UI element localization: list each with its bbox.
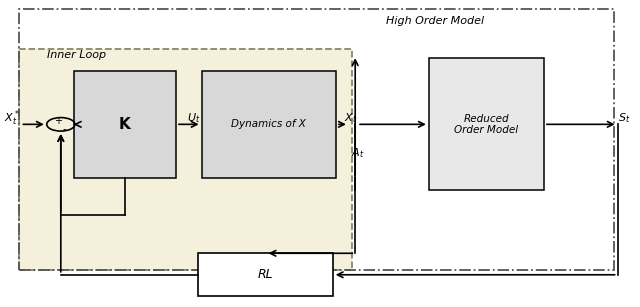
Text: Inner Loop: Inner Loop: [47, 50, 106, 60]
Text: $X_t^*$: $X_t^*$: [3, 108, 20, 128]
Text: $A_t$: $A_t$: [351, 147, 364, 160]
Text: Reduced
Order Model: Reduced Order Model: [454, 114, 518, 135]
Text: K: K: [119, 117, 131, 132]
Text: +: +: [54, 116, 61, 126]
Text: Dynamics of X: Dynamics of X: [232, 119, 306, 129]
Text: $S_t$: $S_t$: [618, 111, 630, 125]
Bar: [198, 253, 333, 296]
FancyBboxPatch shape: [19, 49, 352, 270]
Text: $U_t$: $U_t$: [187, 111, 200, 125]
Text: High Order Model: High Order Model: [386, 17, 484, 26]
Bar: [429, 58, 544, 190]
Bar: [202, 71, 336, 178]
Text: -: -: [62, 124, 66, 134]
Text: RL: RL: [258, 268, 273, 281]
Text: $X_t$: $X_t$: [344, 111, 357, 125]
Bar: [74, 71, 176, 178]
